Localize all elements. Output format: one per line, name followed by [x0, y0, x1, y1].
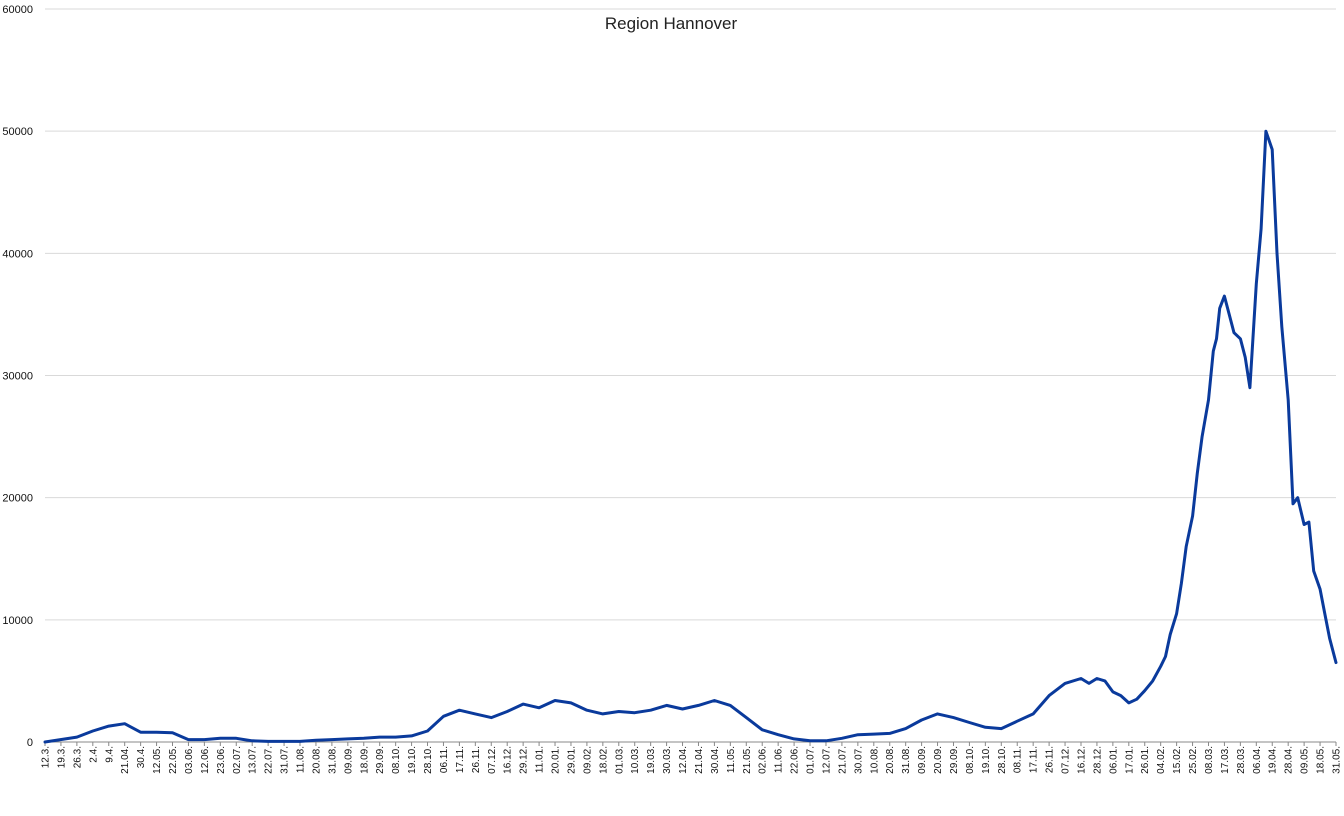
series-line	[43, 129, 1338, 744]
x-tick-label: 28.03.	[1236, 746, 1247, 774]
x-tick-label: 17.11.	[455, 746, 466, 773]
x-tick-label: 18.05.	[1316, 746, 1327, 774]
x-tick-label: 31.05.	[1332, 746, 1343, 774]
x-tick-label: 20.09.	[933, 746, 944, 774]
x-tick-label: 26.3.	[72, 746, 83, 768]
x-tick-label: 28.10.	[997, 746, 1008, 774]
x-tick-label: 04.02.	[1156, 746, 1167, 774]
x-tick-label: 20.08.	[885, 746, 896, 774]
x-tick-label: 01.03.	[614, 746, 625, 774]
x-tick-label: 18.02.	[598, 746, 609, 774]
x-tick-label: 07.12.	[1061, 746, 1072, 774]
x-axis-ticks: 12.3. 19.3. 26.3. 2.4. 9.4. 21.04. 30.4. 12.05.…	[41, 742, 1343, 774]
x-tick-label: 25.02.	[1188, 746, 1199, 774]
x-tick-label: 29.09.	[375, 746, 386, 774]
x-tick-label: 20.08.	[311, 746, 322, 774]
x-tick-label: 09.02.	[582, 746, 593, 774]
x-tick-label: 9.4.	[104, 746, 115, 763]
x-tick-label: 22.07.	[264, 746, 275, 774]
x-tick-label: 19.03.	[646, 746, 657, 774]
x-tick-label: 21.07.	[837, 746, 848, 774]
x-tick-label: 13.07.	[248, 746, 259, 774]
x-tick-label: 23.06.	[216, 746, 227, 774]
x-tick-label: 30.03.	[662, 746, 673, 774]
x-tick-label: 12.06.	[200, 746, 211, 774]
x-tick-label: 19.04.	[1268, 746, 1279, 774]
chart-title: Region Hannover	[605, 14, 738, 33]
x-tick-label: 09.09.	[343, 746, 354, 774]
x-tick-label: 10.08.	[869, 746, 880, 774]
x-tick-label: 21.05.	[742, 746, 753, 774]
x-tick-label: 08.10.	[391, 746, 402, 774]
y-axis-ticks: 0 10000 20000 30000 40000 50000 60000	[2, 4, 33, 749]
x-tick-label: 22.06.	[790, 746, 801, 774]
x-tick-label: 16.12.	[1076, 746, 1087, 774]
x-tick-label: 12.07.	[821, 746, 832, 774]
x-tick-label: 26.11.	[471, 746, 482, 773]
x-tick-label: 12.05.	[152, 746, 163, 774]
x-tick-label: 02.07.	[232, 746, 243, 774]
y-tick-label: 40000	[2, 248, 33, 260]
x-tick-label: 08.03.	[1204, 746, 1215, 774]
x-tick-label: 30.07.	[853, 746, 864, 774]
x-tick-label: 11.01.	[535, 746, 546, 773]
x-tick-label: 02.06.	[758, 746, 769, 774]
x-tick-label: 21.04.	[120, 746, 131, 774]
x-tick-label: 29.09.	[949, 746, 960, 774]
y-tick-label: 50000	[2, 126, 33, 138]
x-tick-label: 12.3.	[41, 746, 52, 768]
x-tick-label: 22.05.	[168, 746, 179, 774]
x-tick-label: 19.10.	[407, 746, 418, 774]
x-tick-label: 17.11.	[1029, 746, 1040, 773]
x-tick-label: 06.01.	[1108, 746, 1119, 774]
x-tick-label: 11.08.	[296, 746, 307, 773]
y-tick-label: 10000	[2, 615, 33, 627]
x-tick-label: 10.03.	[630, 746, 641, 774]
y-tick-label: 30000	[2, 371, 33, 383]
y-tick-label: 0	[27, 737, 33, 749]
x-tick-label: 16.12.	[503, 746, 514, 774]
x-tick-label: 11.05.	[726, 746, 737, 773]
x-tick-label: 26.01.	[1140, 746, 1151, 774]
x-tick-label: 09.05.	[1300, 746, 1311, 774]
x-tick-label: 21.04.	[694, 746, 705, 774]
x-tick-label: 06.11.	[439, 746, 450, 773]
y-tick-label: 60000	[2, 4, 33, 16]
x-tick-label: 31.08.	[327, 746, 338, 774]
x-tick-label: 01.07.	[806, 746, 817, 774]
x-tick-label: 20.01.	[551, 746, 562, 774]
x-tick-label: 26.11.	[1045, 746, 1056, 773]
x-tick-label: 19.10.	[981, 746, 992, 774]
x-tick-label: 18.09.	[359, 746, 370, 774]
x-tick-label: 31.07.	[280, 746, 291, 774]
x-tick-label: 06.04.	[1252, 746, 1263, 774]
x-tick-label: 30.04.	[710, 746, 721, 774]
x-tick-label: 31.08.	[901, 746, 912, 774]
x-tick-label: 08.10.	[965, 746, 976, 774]
x-tick-label: 30.4.	[136, 746, 147, 768]
x-tick-label: 29.12.	[519, 746, 530, 774]
x-tick-label: 03.06.	[184, 746, 195, 774]
x-tick-label: 07.12.	[487, 746, 498, 774]
x-tick-label: 17.03.	[1220, 746, 1231, 774]
x-tick-label: 08.11.	[1013, 746, 1024, 773]
x-tick-label: 28.12.	[1092, 746, 1103, 774]
y-tick-label: 20000	[2, 493, 33, 505]
x-tick-label: 28.10.	[423, 746, 434, 774]
x-tick-label: 29.01.	[566, 746, 577, 774]
x-tick-label: 28.04.	[1284, 746, 1295, 774]
x-tick-label: 09.09.	[917, 746, 928, 774]
x-tick-label: 11.06.	[774, 746, 785, 773]
x-tick-label: 12.04.	[678, 746, 689, 774]
x-tick-label: 15.02.	[1172, 746, 1183, 774]
x-tick-label: 17.01.	[1124, 746, 1135, 774]
x-tick-label: 2.4.	[88, 746, 99, 763]
x-tick-label: 19.3.	[56, 746, 67, 768]
